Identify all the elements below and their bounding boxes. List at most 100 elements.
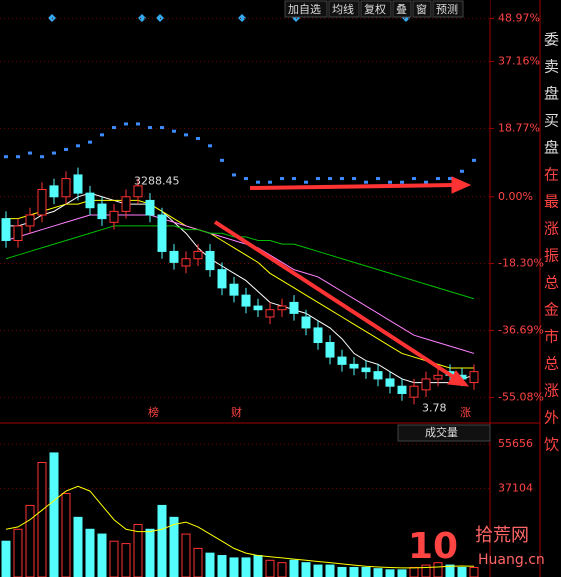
index-point xyxy=(424,180,428,184)
sidebar-label: 振 xyxy=(544,247,559,265)
index-point xyxy=(256,180,260,184)
index-point xyxy=(388,180,392,184)
toolbar-button-label[interactable]: 窗 xyxy=(416,2,427,16)
volume-bar xyxy=(145,528,155,577)
sidebar-label: 总 xyxy=(544,355,559,373)
sidebar-label: 卖 xyxy=(544,58,559,76)
candle-body xyxy=(169,250,179,263)
toolbar-button-label[interactable]: 叠 xyxy=(396,3,407,16)
toolbar-button-label[interactable]: 均线 xyxy=(332,2,354,16)
index-point xyxy=(148,126,152,130)
candle-body xyxy=(253,305,263,311)
candle-body xyxy=(313,327,323,343)
candle-body xyxy=(397,385,407,395)
volume-bar xyxy=(13,528,23,577)
y-tick-label: -36.69% xyxy=(498,323,544,336)
volume-bar xyxy=(349,566,359,577)
volume-bar xyxy=(109,540,119,577)
candle-body xyxy=(193,250,203,260)
toolbar-button[interactable] xyxy=(284,0,328,18)
volume-bar xyxy=(1,540,11,577)
candle-body xyxy=(409,385,419,398)
y-tick-label: 18.77% xyxy=(498,121,540,134)
index-point xyxy=(64,147,68,151)
candle-body xyxy=(133,185,143,198)
indicator-selector[interactable] xyxy=(397,424,491,442)
volume-bar xyxy=(457,566,467,577)
candle-body xyxy=(205,250,215,271)
volume-bar xyxy=(193,547,203,577)
candle-body xyxy=(25,214,35,227)
volume-bar xyxy=(61,492,71,577)
volume-bar xyxy=(397,569,407,577)
sidebar-label: 最 xyxy=(544,193,559,211)
toolbar-button-label[interactable]: 预测 xyxy=(436,3,458,16)
index-point xyxy=(460,169,464,173)
index-point xyxy=(364,180,368,184)
toolbar-button-label[interactable]: 复权 xyxy=(364,2,386,16)
index-point xyxy=(448,177,452,181)
index-point xyxy=(112,126,116,130)
volume-bar xyxy=(205,552,215,577)
candle-body xyxy=(85,192,95,209)
sidebar-label: 买 xyxy=(544,112,559,130)
index-point xyxy=(280,177,284,181)
index-point xyxy=(4,155,8,159)
index-point xyxy=(52,151,56,155)
candle-body xyxy=(241,294,251,307)
event-tag: 财 xyxy=(231,405,242,419)
index-point xyxy=(268,180,272,184)
toolbar-button[interactable] xyxy=(392,0,412,18)
volume-bar xyxy=(373,568,383,577)
volume-bar xyxy=(277,562,287,577)
volume-bar xyxy=(157,504,167,577)
annotation-low: 3.78 xyxy=(422,401,447,414)
indicator-title[interactable]: 成交量 xyxy=(425,425,458,439)
volume-average-line xyxy=(5,485,475,569)
index-point xyxy=(412,177,416,181)
index-point xyxy=(208,144,212,148)
volume-bar xyxy=(217,555,227,577)
candle-body xyxy=(433,374,443,380)
moving-average-line xyxy=(6,199,474,369)
index-point xyxy=(88,140,92,144)
volume-bar xyxy=(133,524,143,577)
index-point xyxy=(28,151,32,155)
watermark-number: 10 xyxy=(408,526,458,567)
toolbar-button[interactable] xyxy=(412,0,432,18)
toolbar-button[interactable] xyxy=(328,0,360,18)
y-tick-label: -18.30% xyxy=(498,256,544,269)
watermark-site: Huang.cn xyxy=(478,552,545,568)
volume-bar xyxy=(409,566,419,577)
watermark-name: 拾荒网 xyxy=(475,525,529,546)
volume-bar xyxy=(265,559,275,577)
candle-body xyxy=(349,363,359,369)
candle-body xyxy=(265,309,275,318)
index-point xyxy=(16,155,20,159)
candle-body xyxy=(373,371,383,380)
index-point xyxy=(400,180,404,184)
sidebar-label: 饮 xyxy=(544,436,559,454)
candle-body xyxy=(121,196,131,212)
index-point xyxy=(436,177,440,181)
sidebar-label: 盘 xyxy=(544,139,559,157)
event-tag: 涨 xyxy=(460,406,471,419)
candle-body xyxy=(385,378,395,387)
index-point xyxy=(472,158,476,162)
volume-bar xyxy=(49,452,59,577)
toolbar-button[interactable] xyxy=(360,0,392,18)
index-point xyxy=(76,144,80,148)
index-point xyxy=(304,180,308,184)
toolbar-button[interactable] xyxy=(432,0,464,18)
volume-bar xyxy=(301,562,311,577)
volume-bar xyxy=(169,516,179,577)
volume-bar xyxy=(229,557,239,577)
candle-body xyxy=(289,301,299,314)
toolbar-button-label[interactable]: 加自选 xyxy=(288,3,321,16)
watermark: 10 拾荒网 Huang.cn xyxy=(408,525,545,568)
candle-body xyxy=(361,367,371,373)
sidebar-label: 总 xyxy=(544,274,559,292)
y-tick-label: 48.97% xyxy=(498,11,540,24)
volume-bar xyxy=(337,566,347,577)
